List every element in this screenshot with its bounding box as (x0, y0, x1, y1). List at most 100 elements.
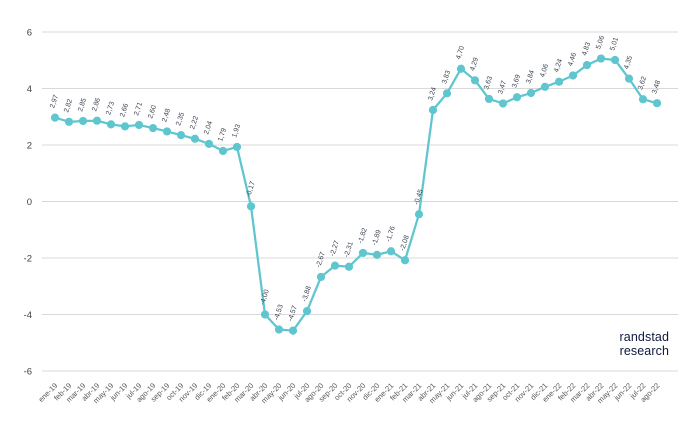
data-point (358, 248, 368, 258)
data-point (540, 82, 550, 91)
data-point-label: 2,85 (77, 97, 88, 112)
data-point-label: -1,82 (357, 227, 369, 244)
brand-logo: randstad research (620, 330, 669, 358)
y-tick-label: 4 (27, 84, 32, 95)
data-point-label: 2,66 (119, 103, 130, 118)
brand-line1: randstad (619, 330, 669, 344)
data-point (302, 307, 312, 316)
data-point (512, 93, 522, 102)
data-point (50, 113, 60, 122)
data-point-label: 2,73 (105, 101, 116, 116)
data-point (652, 99, 662, 108)
data-point-label: -4,53 (273, 304, 285, 321)
data-point (498, 99, 508, 108)
data-point-label: 3,47 (497, 80, 508, 95)
data-point (316, 272, 326, 282)
data-point-label: 4,24 (553, 58, 564, 73)
data-point-label: 4,29 (469, 57, 480, 72)
data-point-label: 4,70 (455, 45, 466, 60)
data-point (190, 134, 200, 143)
data-point-label: -2,67 (315, 251, 327, 268)
data-point-label: -1,76 (385, 225, 397, 242)
series-line (53, 57, 659, 332)
data-point-label: 2,82 (63, 98, 74, 113)
data-point (638, 95, 648, 104)
data-point-label: 4,46 (567, 52, 578, 67)
data-point (442, 89, 452, 98)
data-point (134, 120, 144, 130)
data-point-label: 5,01 (609, 36, 620, 51)
data-point (526, 88, 536, 98)
data-point-label: 2,48 (161, 108, 172, 123)
data-point (386, 247, 396, 256)
y-tick-label: 6 (27, 28, 32, 39)
data-point (344, 262, 354, 271)
data-point (582, 60, 592, 70)
y-tick-label: 0 (27, 197, 32, 208)
data-point-label: -4,57 (287, 305, 299, 322)
data-point (596, 54, 606, 63)
data-point-label: 3,63 (483, 75, 494, 90)
data-point-label: 4,06 (539, 63, 550, 78)
data-point-label: -0,45 (413, 188, 425, 205)
data-point (274, 325, 284, 334)
data-point (330, 261, 340, 270)
data-point-label: 3,24 (427, 86, 438, 101)
y-tick-label: -6 (24, 367, 32, 378)
y-tick-label: 2 (27, 141, 32, 152)
data-point (92, 116, 102, 125)
data-point (78, 116, 88, 126)
data-point-label: -2,27 (329, 240, 341, 257)
data-point (414, 210, 424, 219)
data-point (484, 94, 494, 104)
data-point (260, 310, 270, 319)
data-point (232, 142, 242, 152)
data-point-label: 3,83 (441, 70, 452, 85)
data-point (218, 146, 228, 156)
data-point (106, 120, 116, 129)
data-point (470, 76, 480, 85)
data-point-label: 3,62 (637, 76, 648, 91)
data-point (554, 77, 564, 86)
brand-line2: research (619, 344, 669, 358)
data-point-label: -2,31 (343, 241, 355, 258)
data-point-label: -1,89 (371, 229, 383, 246)
data-point (400, 256, 410, 265)
data-point-label: 2,22 (189, 115, 200, 130)
data-point-label: 2,97 (49, 94, 60, 109)
data-point (120, 122, 130, 131)
data-point (456, 64, 466, 73)
data-point-label: 1,79 (217, 127, 228, 142)
data-point (204, 139, 214, 148)
data-point-label: -4,00 (259, 289, 271, 306)
data-point-label: 2,71 (133, 101, 144, 116)
data-point-label: 2,86 (91, 97, 102, 112)
data-point-label: 1,93 (231, 123, 242, 138)
data-point-label: 5,06 (595, 35, 606, 50)
data-point (428, 105, 438, 115)
data-point-label: 3,48 (651, 80, 662, 95)
data-point-label: 2,04 (203, 120, 214, 135)
data-point (176, 131, 186, 140)
data-point-label: -2,08 (399, 234, 411, 251)
data-point (610, 55, 620, 65)
data-point (162, 127, 172, 136)
data-point-label: 4,35 (623, 55, 634, 70)
y-tick-label: -2 (24, 254, 32, 265)
data-point (372, 250, 382, 259)
data-point (288, 326, 298, 335)
data-point-label: 3,84 (525, 69, 536, 84)
data-point-label: -0,17 (245, 180, 257, 197)
data-point (148, 123, 158, 133)
data-point-label: -3,88 (301, 285, 313, 302)
data-point (64, 117, 74, 126)
data-point (246, 202, 256, 211)
data-point (568, 71, 578, 80)
data-point-label: 4,83 (581, 41, 592, 56)
data-point-label: 2,35 (175, 112, 186, 127)
y-tick-label: -4 (24, 310, 32, 321)
data-point (624, 74, 634, 83)
data-point-label: 2,60 (147, 104, 158, 119)
